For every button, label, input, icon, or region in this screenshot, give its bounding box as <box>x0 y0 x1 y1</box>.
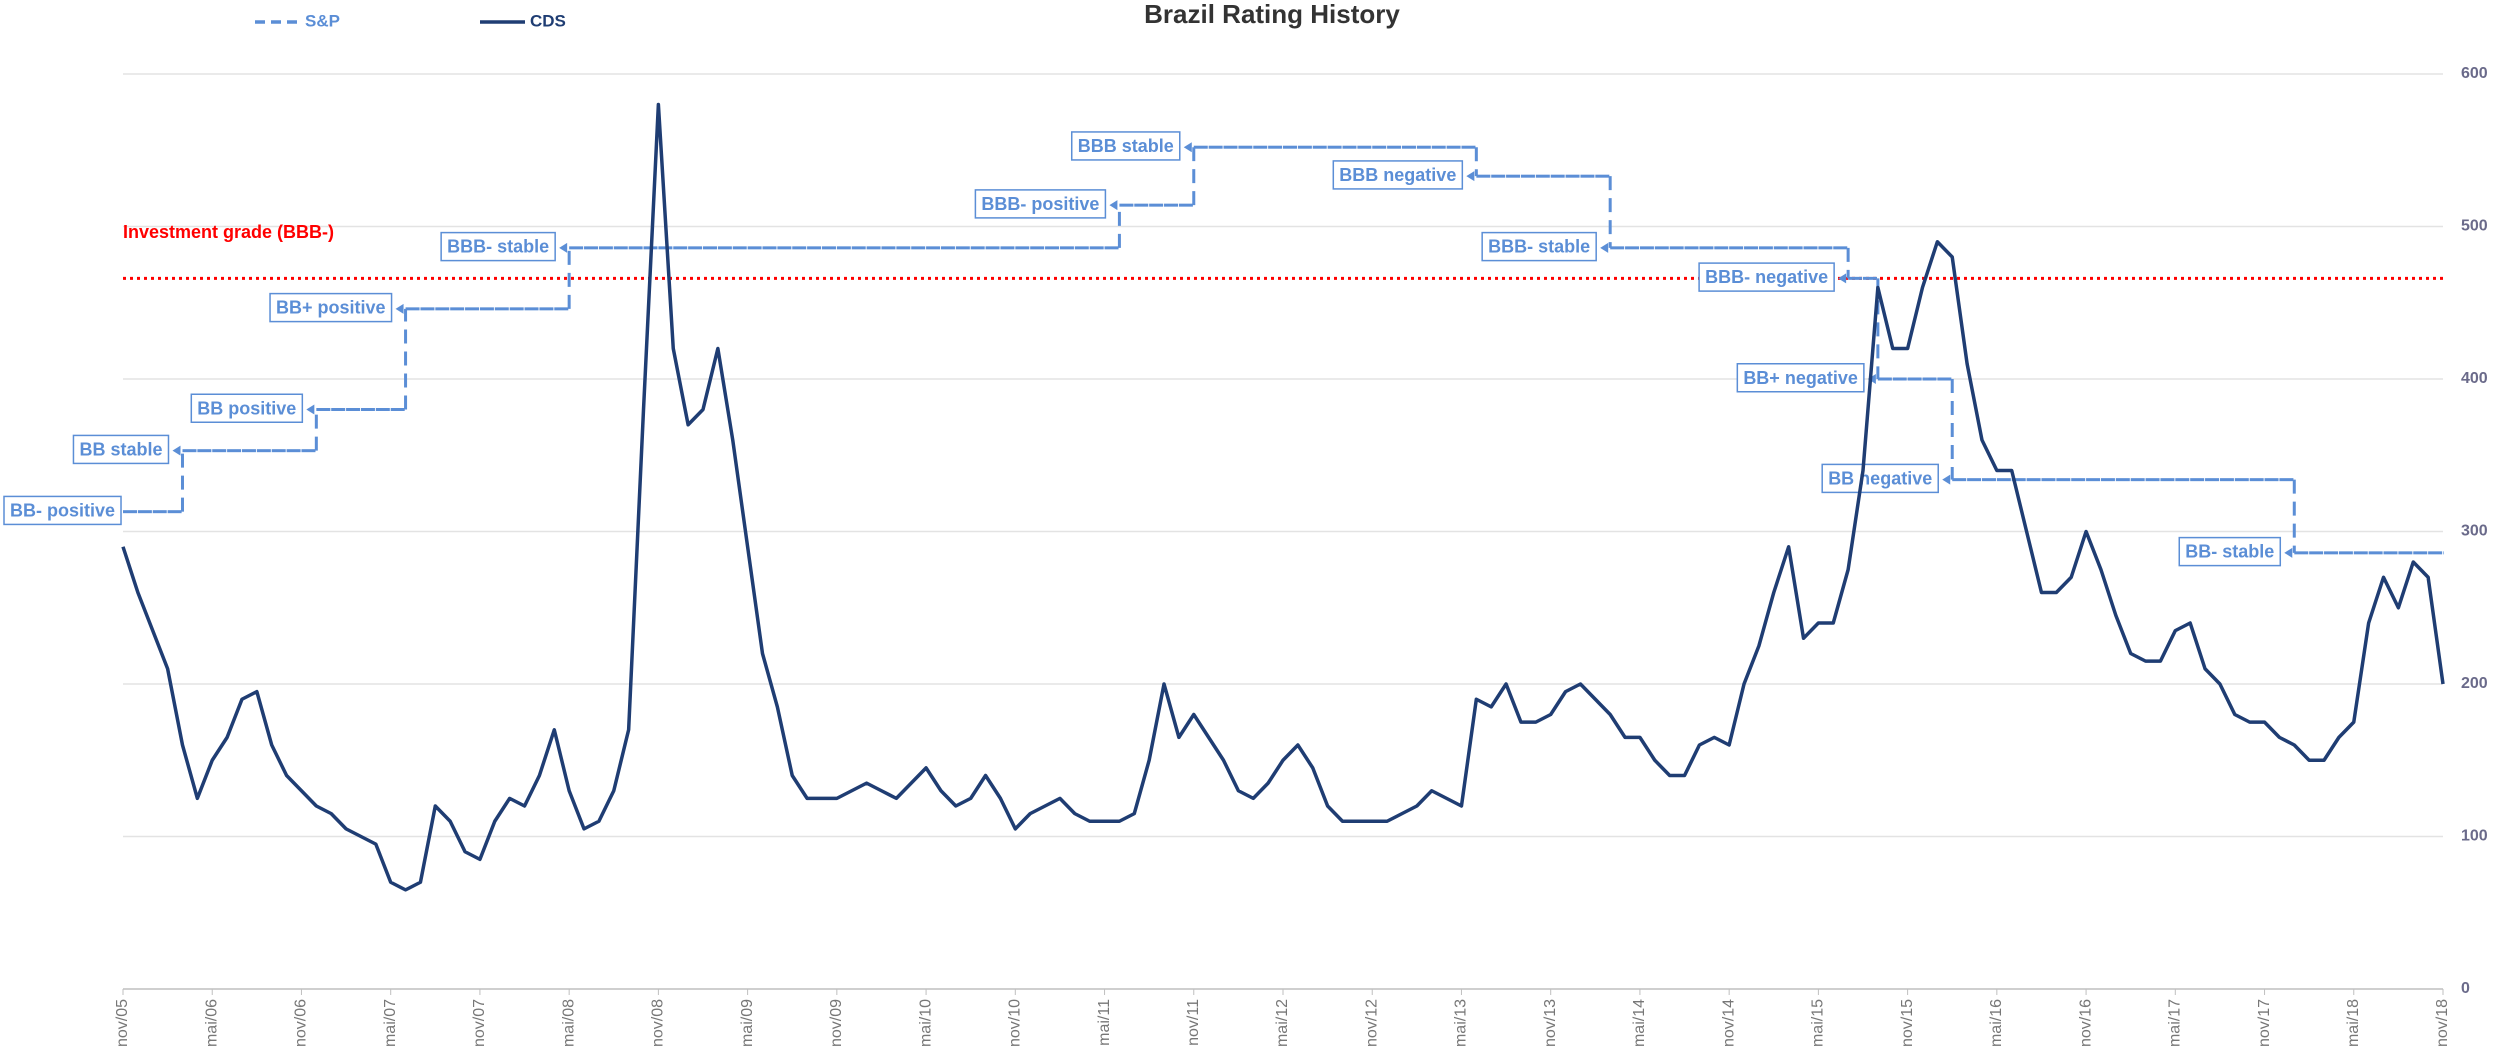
x-tick-label: mai/12 <box>1274 999 1291 1047</box>
legend-label: S&P <box>305 11 340 30</box>
y-tick-label: 0 <box>2461 980 2470 997</box>
x-tick-label: mai/08 <box>560 999 577 1047</box>
annotation-box <box>1481 231 1597 262</box>
x-tick-label: nov/16 <box>2077 999 2094 1047</box>
x-tick-label: nov/11 <box>1185 999 1202 1046</box>
annotation-box <box>1070 131 1181 161</box>
annotation: BB- stable <box>2185 542 2274 562</box>
step-arrow <box>1466 171 1475 182</box>
x-tick-label: mai/15 <box>1810 999 1827 1047</box>
annotation: BB- positive <box>10 500 115 520</box>
step-arrow <box>1942 474 1951 485</box>
x-tick-label: nov/09 <box>828 999 845 1047</box>
annotation-box <box>1332 160 1464 190</box>
annotation: BBB- stable <box>447 237 549 257</box>
annotation: BB+ negative <box>1743 368 1858 388</box>
step-arrow <box>1600 242 1609 253</box>
x-tick-label: mai/07 <box>382 999 399 1047</box>
annotation-box <box>3 495 122 526</box>
annotation: BB stable <box>79 439 162 459</box>
step-arrow <box>1183 142 1192 153</box>
annotation-box <box>269 292 393 323</box>
annotation: BBB negative <box>1339 165 1456 185</box>
step-series: BB- positive BB stable BB positive BB+ posi… <box>3 131 2443 567</box>
step-arrow <box>172 445 181 456</box>
x-tick-label: mai/10 <box>917 999 934 1047</box>
annotation-box <box>1736 363 1865 393</box>
x-tick-label: nov/08 <box>650 999 667 1047</box>
x-tick-label: mai/13 <box>1453 999 1470 1047</box>
step-arrow <box>306 404 315 415</box>
x-tick-label: mai/16 <box>1988 999 2005 1047</box>
x-tick-label: mai/06 <box>203 999 220 1047</box>
reference-label: Investment grade (BBB-) <box>123 222 334 242</box>
annotation: BB negative <box>1828 468 1932 488</box>
x-tick-label: nov/10 <box>1007 999 1024 1047</box>
x-tick-label: mai/11 <box>1096 999 1113 1046</box>
x-tick-label: nov/14 <box>1720 999 1737 1047</box>
annotation-box <box>190 393 304 423</box>
x-tick-label: mai/14 <box>1631 999 1648 1047</box>
legend-label: CDS <box>530 11 566 30</box>
annotation-box <box>440 231 556 262</box>
step-arrow <box>1109 200 1118 211</box>
step-arrow <box>559 242 568 253</box>
x-tick-label: nov/13 <box>1542 999 1559 1047</box>
x-tick-label: mai/09 <box>739 999 756 1047</box>
x-tick-label: nov/15 <box>1899 999 1916 1047</box>
y-tick-label: 100 <box>2461 828 2488 845</box>
annotation-box <box>72 434 170 465</box>
x-tick-label: nov/18 <box>2434 999 2451 1047</box>
step-arrow <box>1838 273 1847 284</box>
y-tick-label: 200 <box>2461 675 2488 692</box>
annotation: BB+ positive <box>276 298 386 318</box>
x-tick-label: nov/12 <box>1363 999 1380 1047</box>
annotation: BBB- positive <box>981 194 1099 214</box>
chart-title: Brazil Rating History <box>1144 0 1400 29</box>
annotation: BBB- stable <box>1488 237 1590 257</box>
y-tick-label: 400 <box>2461 370 2488 387</box>
x-tick-label: nov/05 <box>114 999 131 1047</box>
annotation-box <box>1821 463 1939 494</box>
annotation-box <box>1698 262 1835 292</box>
x-tick-label: nov/17 <box>2256 999 2273 1047</box>
x-tick-label: mai/17 <box>2167 999 2184 1047</box>
step-arrow <box>2284 547 2293 558</box>
annotation-box <box>2178 536 2282 567</box>
y-tick-label: 600 <box>2461 65 2488 82</box>
y-tick-label: 500 <box>2461 218 2488 235</box>
annotation: BB positive <box>197 398 296 418</box>
x-tick-label: nov/07 <box>471 999 488 1047</box>
x-tick-label: nov/06 <box>293 999 310 1047</box>
x-tick-label: mai/18 <box>2345 999 2362 1047</box>
annotation-box <box>974 189 1107 219</box>
line-series <box>121 102 2445 892</box>
y-tick-label: 300 <box>2461 523 2488 540</box>
annotation: BBB- negative <box>1705 267 1828 287</box>
annotation: BBB stable <box>1078 136 1174 156</box>
step-arrow <box>395 303 404 314</box>
